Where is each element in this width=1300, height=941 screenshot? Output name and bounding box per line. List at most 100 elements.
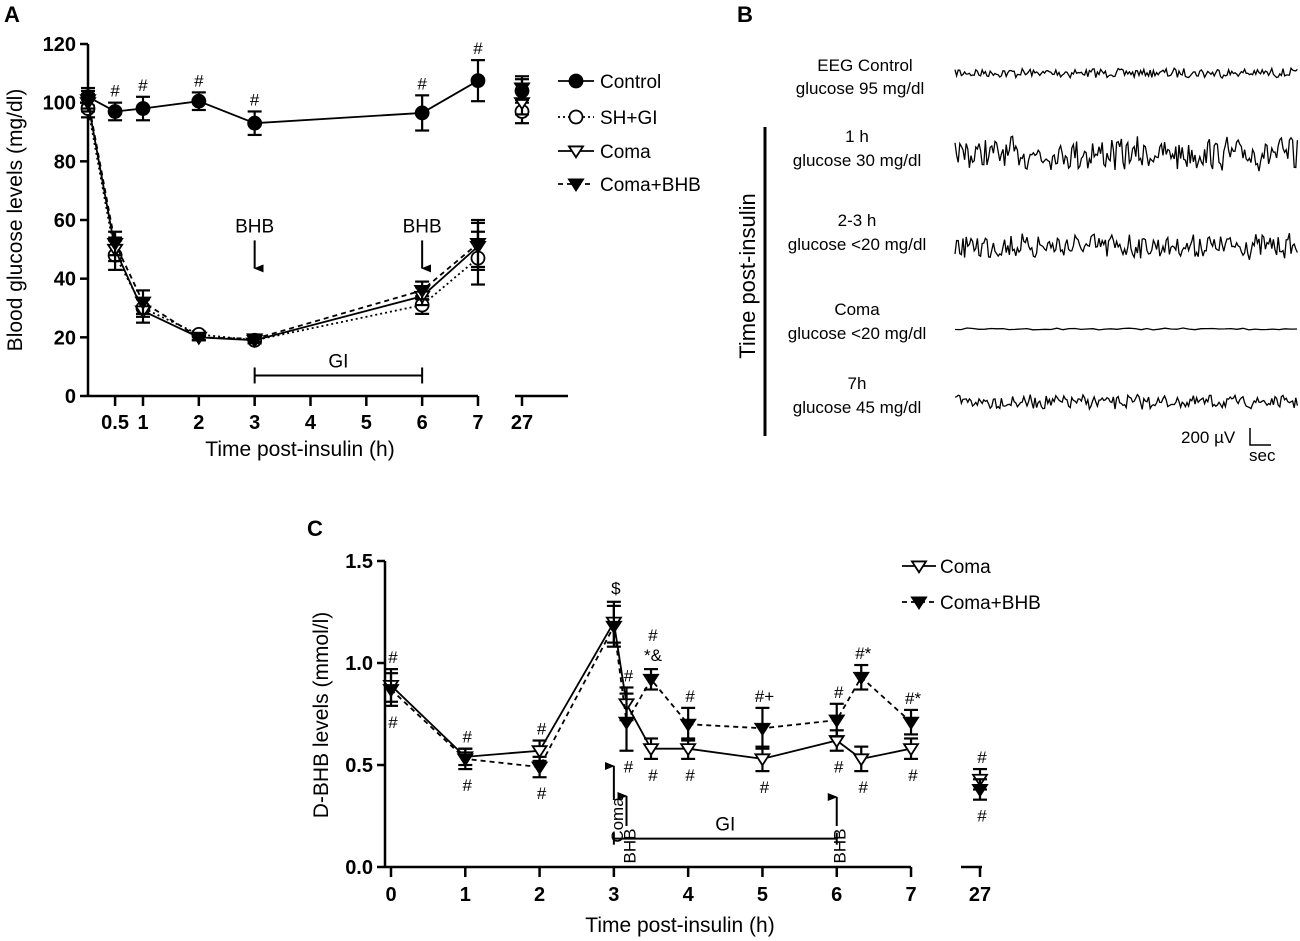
panel-a-point bbox=[106, 238, 124, 252]
panel-c-significance-mark: # bbox=[463, 728, 473, 747]
eeg-trace-1h bbox=[954, 135, 1299, 172]
panel-c-point bbox=[456, 753, 474, 767]
panel-a-legend-marker bbox=[568, 73, 584, 89]
eeg-scale-time: sec bbox=[1249, 446, 1276, 465]
panel-a-ytick-label: 120 bbox=[43, 34, 76, 56]
eeg-trace-coma bbox=[954, 327, 1298, 331]
panel-a-xtick-label: 2 bbox=[193, 412, 204, 434]
panel-a-ytick-label: 60 bbox=[54, 210, 76, 232]
eeg-row-5-line1: 7h bbox=[848, 374, 867, 393]
panel-c-arrow-label: BHB bbox=[831, 829, 850, 864]
panel-a-legend-marker bbox=[567, 145, 585, 159]
panel-c-xtick-label: 0 bbox=[385, 884, 396, 906]
panel-a-xtick-label: 7 bbox=[472, 412, 483, 434]
panel-a-xtick-label: 27 bbox=[511, 412, 533, 434]
panel-a-point bbox=[79, 94, 97, 108]
panel-c-xtick-label: 3 bbox=[608, 884, 619, 906]
eeg-trace-7h bbox=[954, 393, 1299, 411]
panel-c-significance-mark: # bbox=[537, 784, 547, 803]
panel-a-point bbox=[135, 101, 151, 116]
panel-c-gi-label: GI bbox=[715, 815, 735, 836]
panel-c-point bbox=[852, 753, 870, 767]
panel-label-b: B bbox=[737, 2, 753, 27]
panel-b-eeg: Time post-insulin EEG Control glucose 95… bbox=[735, 56, 1299, 465]
eeg-row-3-line2: glucose <20 mg/dl bbox=[788, 235, 926, 254]
panel-a-point bbox=[107, 104, 123, 119]
panel-a-point bbox=[413, 284, 431, 299]
panel-c-significance-mark: # bbox=[624, 758, 634, 777]
panel-c-significance-mark: # bbox=[760, 778, 770, 797]
panel-c-point bbox=[902, 716, 920, 731]
panel-a-significance-mark: # bbox=[194, 71, 204, 90]
panel-a-point bbox=[190, 331, 208, 346]
eeg-row-3-line1: 2-3 h bbox=[838, 211, 877, 230]
panel-c-legend-label: Coma+BHB bbox=[940, 593, 1041, 614]
panel-a-point bbox=[247, 115, 263, 131]
panel-a-bhb-annotation: BHB bbox=[235, 216, 274, 237]
panel-c-arrow-label: BHB bbox=[620, 829, 639, 864]
panel-c-ytick-label: 1.5 bbox=[345, 551, 373, 573]
panel-c-point bbox=[971, 784, 989, 798]
panel-c-significance-mark: # bbox=[537, 720, 547, 739]
eeg-row-2-line1: 1 h bbox=[845, 127, 869, 146]
panel-c-xlabel: Time post-insulin (h) bbox=[585, 914, 774, 937]
panel-label-c: C bbox=[307, 516, 323, 541]
panel-c-significance-mark: #* bbox=[855, 644, 871, 663]
panel-c-point bbox=[679, 743, 697, 757]
panel-c-significance-mark: # bbox=[624, 666, 634, 685]
eeg-row-4-line1: Coma bbox=[834, 300, 880, 319]
panel-c-xtick-label: 2 bbox=[534, 884, 545, 906]
panel-a-point bbox=[470, 73, 486, 89]
panel-a-chart: Blood glucose levels (mg/dl) Time post-i… bbox=[4, 34, 701, 461]
panel-c-point bbox=[753, 753, 772, 767]
panel-a-significance-mark: # bbox=[417, 74, 427, 93]
panel-c-point bbox=[852, 671, 870, 686]
panel-a-xtick-label: 6 bbox=[417, 412, 428, 434]
panel-c-ytick-label: 0.0 bbox=[345, 857, 373, 879]
eeg-side-label: Time post-insulin bbox=[735, 193, 760, 358]
panel-c-xtick-label: 7 bbox=[905, 884, 916, 906]
panel-a-point bbox=[246, 333, 264, 347]
panel-c-arrow-label: Coma bbox=[608, 797, 627, 843]
panel-c-significance-mark: # bbox=[685, 766, 695, 785]
panel-a-significance-mark: # bbox=[138, 76, 148, 95]
eeg-trace-control bbox=[954, 66, 1298, 80]
panel-c-significance-mark: # bbox=[388, 648, 398, 667]
panel-a-xtick-label: 0.5 bbox=[101, 412, 129, 434]
panel-c-point bbox=[605, 620, 623, 635]
panel-c-significance-mark: *& bbox=[644, 646, 663, 665]
panel-a-significance-mark: # bbox=[110, 82, 120, 101]
panel-c-significance-mark: # bbox=[859, 778, 869, 797]
panel-a-ytick-label: 100 bbox=[43, 93, 76, 115]
panel-c-point bbox=[679, 718, 697, 733]
panel-a-xtick-label: 5 bbox=[361, 412, 372, 434]
panel-a-significance-mark: # bbox=[473, 39, 483, 58]
panel-a-title-ylabel: Blood glucose levels (mg/dl) bbox=[4, 89, 27, 352]
panel-c-significance-mark: # bbox=[648, 766, 658, 785]
panel-a-xtick-label: 4 bbox=[305, 412, 317, 434]
panel-c-point bbox=[753, 722, 772, 737]
eeg-scale-bar bbox=[1249, 428, 1271, 446]
panel-a-point bbox=[134, 296, 152, 311]
panel-c-significance-mark: #+ bbox=[755, 687, 774, 706]
panel-c-significance-mark: # bbox=[834, 758, 844, 777]
panel-a-ytick-label: 0 bbox=[65, 386, 76, 408]
panel-c-significance-mark: # bbox=[463, 776, 473, 795]
panel-c-legend-label: Coma bbox=[940, 557, 991, 578]
panel-a-legend-label: Coma bbox=[600, 142, 651, 163]
panel-a-significance-mark: # bbox=[250, 90, 260, 109]
panel-c-point bbox=[902, 743, 920, 757]
panel-c-ytick-label: 1.0 bbox=[345, 653, 373, 675]
panel-a-ytick-label: 40 bbox=[54, 269, 76, 291]
panel-a-xlabel: Time post-insulin (h) bbox=[205, 438, 394, 461]
panel-a-legend-marker bbox=[567, 178, 585, 192]
panel-label-a: A bbox=[4, 2, 20, 27]
panel-a-point bbox=[191, 93, 207, 109]
panel-c-significance-mark: # bbox=[834, 683, 844, 702]
panel-c-ylabel: D-BHB levels (mmol/l) bbox=[310, 612, 333, 819]
panel-c-chart: D-BHB levels (mmol/l) Time post-insulin … bbox=[310, 551, 1041, 937]
panel-a-point bbox=[414, 105, 430, 121]
panel-c-xtick-label: 27 bbox=[969, 884, 991, 906]
panel-a-xtick-label: 1 bbox=[137, 412, 148, 434]
